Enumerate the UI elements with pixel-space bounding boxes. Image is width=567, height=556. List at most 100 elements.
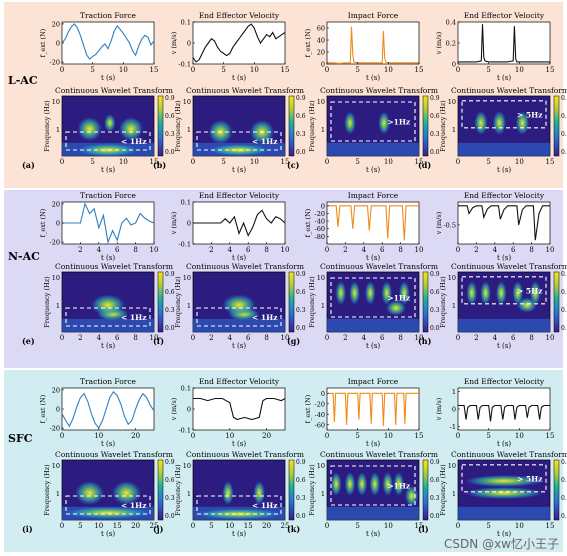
colorbar-tick: 0.0 [561, 325, 567, 332]
y-tick-label: -20 [315, 210, 325, 218]
cwt-dashed-box [65, 307, 151, 327]
cwt-lowband [327, 142, 419, 156]
colorbar-tick: 0.0 [430, 149, 440, 156]
cwt-annotation: < 1Hz [121, 137, 146, 146]
y-tick-label: 1 [321, 490, 325, 498]
cwt-blob [382, 472, 394, 496]
y-tick-label: 1 [56, 302, 60, 310]
panel-letter: (f) [153, 336, 164, 346]
colorbar-tick: 0.9 [296, 95, 306, 102]
chart-title: Impact Force [348, 191, 399, 200]
x-axis-label: t (s) [101, 342, 115, 350]
x-tick-label: 0 [191, 158, 195, 166]
y-tick-label: 10 [448, 274, 456, 282]
colorbar-tick: 0.3 [296, 495, 306, 502]
panel-letter: (c) [287, 160, 300, 170]
y-tick-label: 20 [317, 49, 325, 57]
cwt-annotation: < 1Hz [252, 313, 277, 322]
x-tick-label: 4 [228, 334, 233, 342]
chart-title: Traction Force [80, 191, 136, 200]
y-axis-label: Frequency (Hz) [174, 464, 182, 516]
x-tick-label: 10 [250, 66, 259, 74]
y-tick-label: 0 [56, 220, 60, 228]
cwt-title: Continuous Wavelet Transform [451, 86, 567, 95]
cwt-blob [335, 281, 347, 305]
y-tick-label: 1 [56, 490, 60, 498]
colorbar-tick: 0.9 [296, 459, 306, 466]
colorbar-tick: 0.6 [165, 289, 175, 296]
chart-title: End Effector Velocity [199, 377, 280, 386]
y-tick-label: 0 [452, 406, 456, 414]
colorbar-tick: 0.6 [561, 289, 567, 296]
x-tick-label: 0 [456, 66, 460, 74]
y-tick-label: 0 [321, 61, 325, 69]
x-tick-label: 10 [415, 334, 424, 342]
x-tick-label: 2 [343, 246, 347, 254]
y-tick-label: -60 [315, 421, 325, 429]
x-tick-label: 4 [97, 334, 102, 342]
y-tick-label: 60 [317, 25, 325, 33]
colorbar-tick: 0.0 [165, 325, 175, 332]
series-line [458, 24, 550, 63]
cwt-dashed-box [330, 465, 416, 506]
cwt-blob [515, 111, 530, 135]
x-tick-label: 0 [456, 522, 460, 530]
x-tick-label: 0 [60, 432, 64, 440]
x-tick-label: 4 [362, 334, 367, 342]
x-tick-label: 20 [131, 522, 140, 530]
x-tick-label: 2 [474, 334, 478, 342]
y-tick-label: 0 [321, 390, 325, 398]
x-tick-label: 0 [191, 334, 195, 342]
x-tick-label: 15 [415, 158, 424, 166]
x-tick-label: 8 [133, 246, 137, 254]
colorbar [288, 95, 295, 157]
y-axis-label: Frequency (Hz) [43, 276, 51, 328]
cwt-annotation: > 5Hz [517, 474, 542, 483]
x-tick-label: 0 [325, 158, 329, 166]
cwt-lowband [458, 142, 550, 156]
cwt-dashed-box [196, 495, 282, 515]
colorbar [553, 459, 560, 521]
y-axis-label: Frequency (Hz) [439, 276, 447, 328]
x-tick-label: 10 [281, 246, 290, 254]
cwt-title: Continuous Wavelet Transform [320, 450, 438, 459]
cwt-dashed-box [65, 131, 151, 151]
plot-frame [192, 387, 286, 431]
cwt-lowband [327, 318, 419, 332]
cwt-title: Continuous Wavelet Transform [320, 86, 438, 95]
y-tick-label: 40 [317, 37, 325, 45]
y-tick-label: 1 [452, 126, 456, 134]
x-tick-label: 15 [415, 522, 424, 530]
x-tick-label: 0 [60, 158, 64, 166]
panel-letter: (i) [22, 524, 33, 534]
series-line [193, 209, 286, 237]
cwt-title: Continuous Wavelet Transform [55, 86, 173, 95]
cwt-lowband [458, 506, 550, 520]
colorbar-tick: 0.0 [430, 513, 440, 520]
cwt-annotation: >1Hz [387, 294, 410, 303]
colorbar-tick: 0.0 [430, 325, 440, 332]
cwt-title: Continuous Wavelet Transform [451, 262, 567, 271]
panel-letter: (b) [153, 160, 166, 170]
panel-letter: (l) [418, 524, 429, 534]
colorbar [553, 271, 560, 333]
series-line [327, 392, 419, 426]
colorbar-tick: 0.9 [165, 95, 175, 102]
y-tick-label: 1 [187, 126, 191, 134]
cwt-blob [495, 281, 507, 305]
x-tick-label: 15 [546, 432, 555, 440]
x-axis-label: t (s) [497, 440, 511, 448]
x-tick-label: 20 [131, 432, 140, 440]
cwt-blob [492, 111, 507, 135]
cwt-blob [381, 281, 393, 305]
cwt-blob [104, 114, 116, 132]
x-tick-label: 5 [221, 66, 225, 74]
cwt-title: Continuous Wavelet Transform [55, 450, 173, 459]
x-tick-label: 2 [78, 334, 82, 342]
colorbar-tick: 0.0 [561, 513, 567, 520]
x-tick-label: 5 [78, 522, 82, 530]
y-tick-label: -20 [315, 400, 325, 408]
x-tick-label: 5 [90, 158, 94, 166]
y-tick-label: -60 [315, 225, 325, 233]
y-axis-label: v (m/s) [435, 31, 443, 55]
